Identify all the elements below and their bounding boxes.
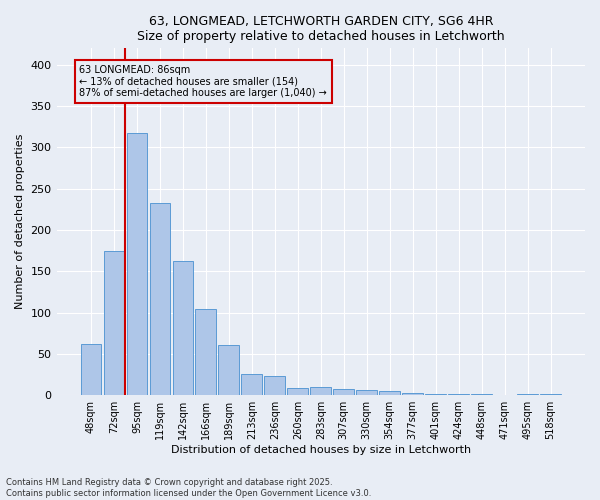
Bar: [448, 394, 469, 395]
Bar: [218, 345, 239, 395]
Bar: [334, 388, 354, 395]
Y-axis label: Number of detached properties: Number of detached properties: [15, 134, 25, 310]
Bar: [241, 374, 262, 395]
Bar: [540, 394, 561, 395]
Bar: [80, 344, 101, 395]
Bar: [517, 394, 538, 395]
X-axis label: Distribution of detached houses by size in Letchworth: Distribution of detached houses by size …: [171, 445, 471, 455]
Bar: [287, 388, 308, 395]
Bar: [379, 391, 400, 395]
Bar: [173, 260, 193, 395]
Text: Contains HM Land Registry data © Crown copyright and database right 2025.
Contai: Contains HM Land Registry data © Crown c…: [6, 478, 371, 498]
Bar: [265, 376, 285, 395]
Bar: [104, 250, 124, 395]
Bar: [196, 310, 216, 395]
Bar: [403, 392, 423, 395]
Bar: [127, 134, 147, 395]
Bar: [425, 394, 446, 395]
Bar: [356, 390, 377, 395]
Title: 63, LONGMEAD, LETCHWORTH GARDEN CITY, SG6 4HR
Size of property relative to detac: 63, LONGMEAD, LETCHWORTH GARDEN CITY, SG…: [137, 15, 505, 43]
Bar: [310, 387, 331, 395]
Bar: [149, 203, 170, 395]
Text: 63 LONGMEAD: 86sqm
← 13% of detached houses are smaller (154)
87% of semi-detach: 63 LONGMEAD: 86sqm ← 13% of detached hou…: [79, 65, 327, 98]
Bar: [472, 394, 492, 395]
